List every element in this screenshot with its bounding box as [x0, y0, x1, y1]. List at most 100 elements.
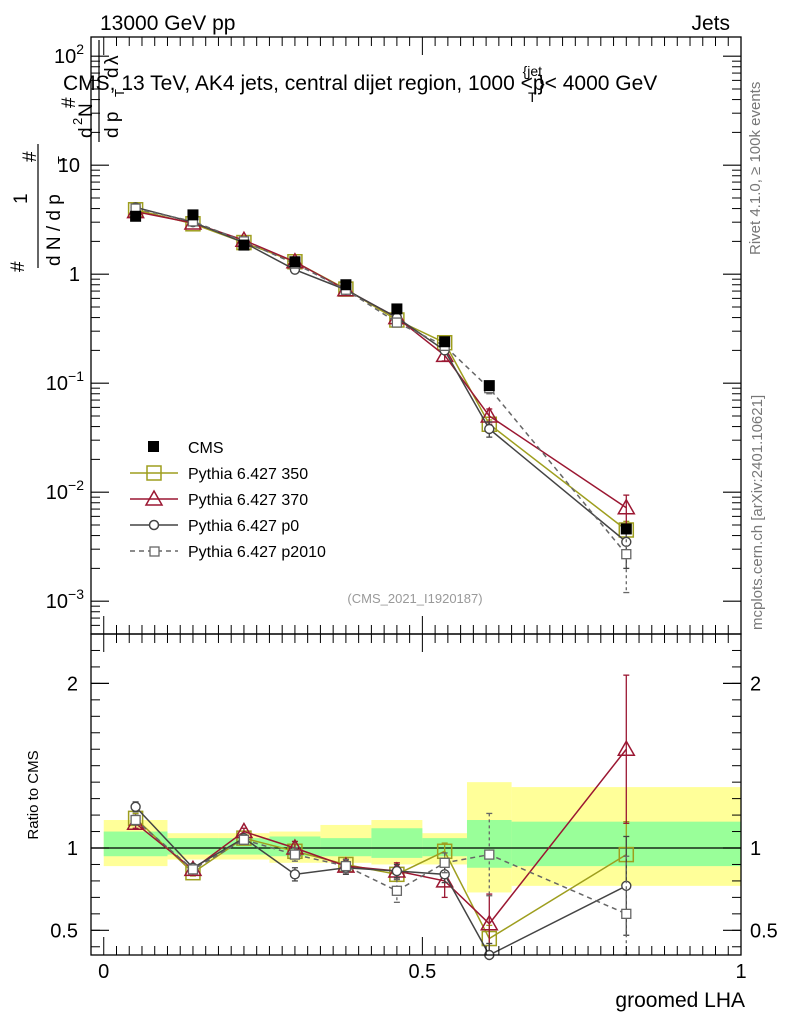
plot-title-part-3: T [528, 89, 537, 105]
legend-label-p2010: Pythia 6.427 p2010 [188, 544, 326, 561]
main-point-data [238, 239, 250, 251]
main-x-axis [103, 37, 742, 634]
header-right: Jets [691, 12, 730, 35]
ylab-hash3: # [20, 151, 41, 162]
ratio-plot-content [91, 674, 741, 961]
ratio-series-p2010 [130, 812, 632, 956]
main-y-tick-label-exp: −2 [68, 477, 84, 493]
ylab-dp: d p [102, 112, 123, 138]
ylab-lambda: λ [102, 55, 123, 65]
ylab-t1: T [55, 156, 70, 164]
uncertainty-band-inner [103, 831, 168, 857]
main-y-tick-label-exp: 2 [76, 41, 84, 57]
ratio-frame [90, 633, 742, 956]
plot-title-part-1: CMS, 13 TeV, AK4 jets, central dijet reg… [63, 72, 545, 95]
legend-marker-p2010 [149, 546, 160, 557]
main-y-tick-label-exp: −1 [68, 368, 84, 384]
main-point-data [439, 336, 451, 348]
ylab-n: N [76, 103, 97, 117]
legend-marker-cms [148, 441, 159, 452]
main-y-tick-label-base: 10 [54, 46, 76, 68]
main-line-p370 [135, 210, 627, 509]
ratio-point-p0 [130, 801, 141, 813]
ratio-y-tick-label-right: 0.5 [750, 920, 778, 942]
main-point-p2010 [621, 549, 632, 560]
main-point-p370 [617, 498, 636, 515]
main-y-tick-label: 10−1 [46, 368, 84, 395]
ratio-point-p2010 [484, 849, 495, 860]
ratio-y-axis: 0.5 0.5 1 1 2 2 [50, 649, 778, 948]
ratio-point-p2010 [289, 849, 301, 860]
ylab-hash2: # [59, 97, 80, 108]
main-point-p2010 [391, 317, 403, 328]
legend-entry-p350: Pythia 6.427 350 [130, 465, 308, 483]
x-tick-label: 1 [735, 961, 746, 983]
uncertainty-band-inner [320, 838, 372, 857]
mcplots-label: mcplots.cern.ch [arXiv:2401.10621] [749, 395, 766, 630]
x-tick-label: 0 [98, 961, 109, 983]
ratio-y-tick-label: 1 [67, 838, 78, 860]
main-y-tick-label-base: 10 [46, 373, 68, 395]
ratio-y-tick-label: 2 [67, 673, 78, 695]
main-point-data [130, 210, 142, 222]
ylab-d: d [76, 127, 97, 138]
ratio-panel: 0.5 0.51 12 2 0 0.5 1 [50, 633, 778, 983]
main-point-p0 [484, 423, 495, 435]
ylab-hash1: # [8, 261, 29, 272]
main-point-data [483, 380, 495, 392]
x-tick-label: 0.5 [408, 961, 436, 983]
ylab-d2: d [102, 67, 123, 78]
main-y-tick-label: 10−3 [46, 586, 84, 613]
uncertainty-band-inner [371, 828, 423, 858]
rivet-version-label: Rivet 4.1.0, ≥ 100k events [747, 82, 764, 255]
ratio-point-p0 [289, 869, 301, 880]
legend-marker-p370 [144, 489, 164, 506]
legend-marker-p350 [146, 465, 162, 481]
main-point-data [187, 209, 199, 221]
main-y-tick-label-base: 10 [46, 591, 68, 613]
ylab-t2: T [112, 89, 127, 97]
ratio-y-tick-label: 0.5 [50, 920, 78, 942]
ylab-dn: d N / d p [44, 194, 65, 266]
main-y-tick-label-exp: −3 [68, 586, 84, 602]
legend: CMS Pythia 6.427 350 Pythia 6.427 370 Py… [130, 440, 326, 561]
plot-title: CMS, 13 TeV, AK4 jets, central dijet reg… [63, 63, 657, 105]
legend-label-p0: Pythia 6.427 p0 [188, 518, 299, 535]
main-series-p0 [130, 202, 632, 570]
ratio-y-tick-label-right: 2 [750, 673, 761, 695]
main-point-data [289, 256, 301, 268]
ratio-line-p2010 [135, 819, 627, 915]
main-y-tick-label: 10−2 [46, 477, 84, 504]
ratio-point-p370 [435, 871, 454, 888]
ylab-2: 2 [70, 118, 85, 125]
uncertainty-band-inner [218, 838, 270, 855]
uncertainty-band-inner [167, 838, 219, 855]
legend-entry-cms: CMS [148, 440, 224, 457]
legend-label-p370: Pythia 6.427 370 [188, 492, 308, 509]
main-y-tick-label-base: 10 [46, 482, 68, 504]
ratio-x-axis: 0 0.5 1 [98, 634, 747, 983]
ratio-point-p370 [479, 914, 499, 931]
main-y-tick-label: 10 [58, 155, 80, 177]
legend-label-cms: CMS [188, 440, 224, 457]
main-point-data [340, 279, 352, 291]
ratio-point-p2010 [187, 864, 199, 875]
ratio-point-p2010 [130, 814, 141, 826]
main-plot-content [126, 202, 636, 594]
legend-entry-p2010: Pythia 6.427 p2010 [130, 544, 326, 561]
plot-title-part-2: {jet [523, 63, 543, 79]
ratio-y-label: Ratio to CMS [25, 750, 42, 839]
x-axis-label: groomed LHA [615, 989, 745, 1012]
ratio-point-p2010 [621, 908, 632, 919]
ratio-point-p2010 [439, 857, 450, 868]
ylab-one: 1 [11, 193, 32, 204]
main-y-label: 1 d N / d p T # d 2 N d p T d λ # # [8, 40, 127, 272]
plot-title-part-4: }< 4000 GeV [538, 72, 658, 95]
legend-marker-p0 [148, 519, 160, 531]
ratio-point-p370 [617, 739, 636, 756]
ratio-point-p0 [391, 865, 403, 877]
ratio-point-p2010 [238, 834, 250, 845]
